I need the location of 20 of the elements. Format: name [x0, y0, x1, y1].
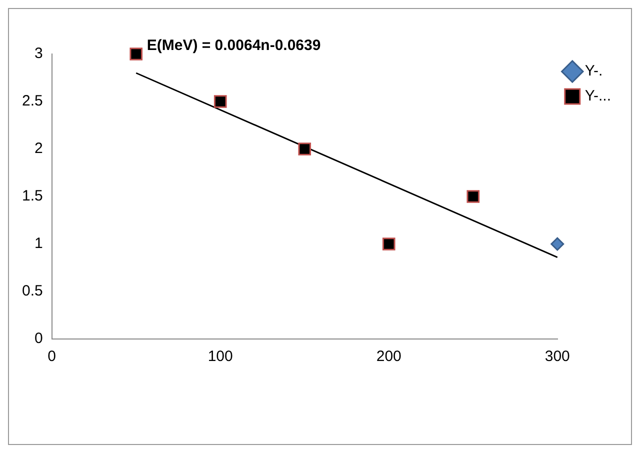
y-tick-label: 0.5 — [22, 282, 43, 300]
legend-label: Y-... — [584, 88, 612, 105]
x-tick-label: 100 — [208, 348, 233, 366]
y-tick-label: 0 — [34, 330, 43, 348]
y-tick-label: 1.5 — [22, 188, 43, 205]
x-tick-label: 300 — [544, 348, 570, 366]
x-tick-label: 200 — [376, 348, 402, 366]
y-tick-label: 2.5 — [22, 92, 43, 110]
point — [298, 142, 312, 156]
legend-label: Y-. — [584, 62, 603, 80]
point — [466, 190, 480, 203]
y-tick-label: 3 — [34, 45, 43, 62]
point — [382, 238, 396, 250]
point — [550, 237, 564, 251]
point — [130, 48, 143, 60]
annotation: E(MeV) = 0.0064n-0.0639 — [146, 37, 321, 54]
point — [214, 95, 227, 108]
x-tick-label: 0 — [48, 348, 56, 366]
y-tick-label: 2 — [34, 140, 43, 158]
y-tick-label: 1 — [34, 235, 43, 252]
